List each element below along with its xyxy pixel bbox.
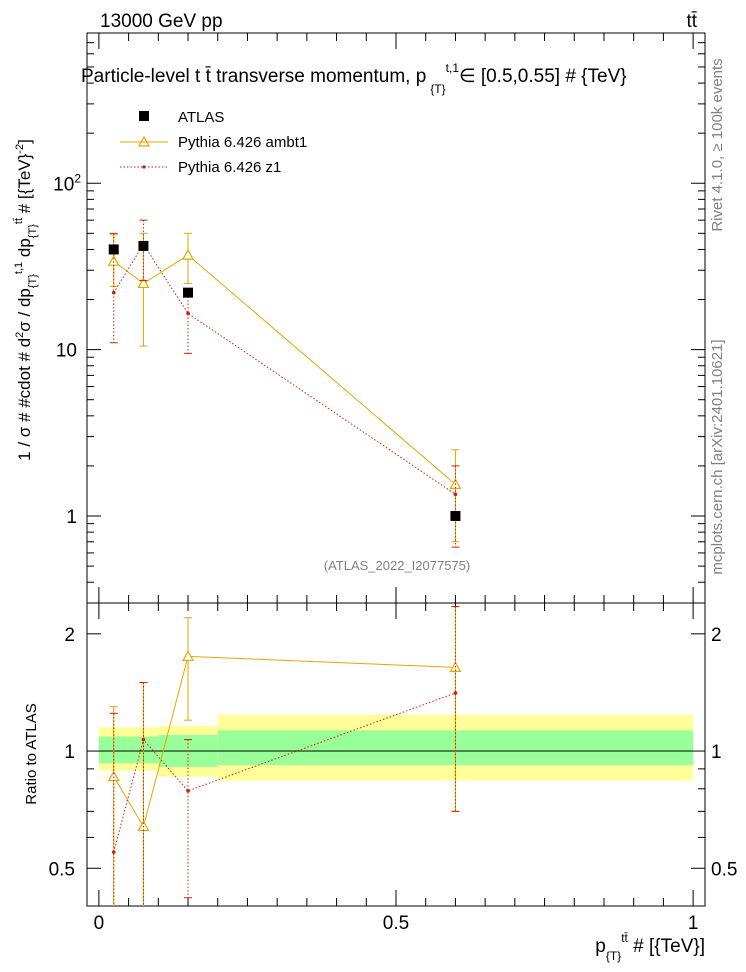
ratio-pythia-6-426-ambt1-point-2 xyxy=(181,650,195,662)
main-atlas-point-1 xyxy=(138,240,149,251)
x-tick-label-0: 0 xyxy=(94,913,105,934)
xlabel-a: p xyxy=(595,936,606,957)
x-tick-label-2: 1 xyxy=(688,913,699,934)
ratio-y-label: Ratio to ATLAS xyxy=(23,703,40,804)
main-atlas-point-2 xyxy=(183,287,194,298)
legend: ATLAS Pythia 6.426 ambt1 Pythia 6.426 z1 xyxy=(120,109,307,176)
main-pythia-6-426-z1-line xyxy=(113,243,456,495)
ratio-pythia-6-426-z1-point-2 xyxy=(186,789,190,793)
ratio-ytick-label-right-2: 2 xyxy=(711,625,722,646)
title-sup: t,1 xyxy=(446,61,460,75)
main-atlas-point-0 xyxy=(108,244,119,255)
legend-label-ambt1: Pythia 6.426 ambt1 xyxy=(178,134,307,151)
main-atlas-point-3 xyxy=(450,511,461,522)
main-y-label: 1 / σ # #cdot # d2σ / dp{T}t,1 dp{T}tt̄ … xyxy=(13,139,39,461)
ratio-pythia-6-426-z1-point-3 xyxy=(453,691,458,695)
ratio-series xyxy=(107,606,462,906)
legend-marker-z1 xyxy=(142,165,146,169)
main-y-ticks: 1 10 102 xyxy=(53,32,705,604)
ylabel-a: 1 / σ # #cdot # d xyxy=(15,338,34,461)
analysis-watermark: (ATLAS_2022_I2077575) xyxy=(324,558,470,573)
x-axis-label: p{T}tt̄ # [{TeV}] xyxy=(595,931,705,963)
legend-label-atlas: ATLAS xyxy=(178,109,224,126)
rivet-label: Rivet 4.1.0, ≥ 100k events xyxy=(709,58,726,231)
process-label: tt̄ xyxy=(686,11,697,32)
ratio-ytick-label-left-2: 2 xyxy=(64,625,75,646)
ratio-pythia-6-426-ambt1-line xyxy=(113,655,456,828)
main-ytick-label-1: 10 xyxy=(56,341,77,362)
main-pythia-6-426-z1-point-2 xyxy=(186,311,190,316)
title-part-2: ∈ [0.5,0.55] # {TeV} xyxy=(459,66,627,87)
main-pythia-6-426-ambt1-point-2 xyxy=(181,248,195,260)
ratio-ytick-label-right-0: 0.5 xyxy=(711,859,737,880)
ratio-pythia-6-426-z1-line xyxy=(113,692,456,853)
main-ytick-label-0: 1 xyxy=(66,507,77,528)
energy-label: 13000 GeV pp xyxy=(100,11,223,32)
ratio-ytick-label-right-1: 1 xyxy=(711,742,722,763)
x-tick-label-1: 0.5 xyxy=(383,913,409,934)
ratio-pythia-6-426-z1-point-0 xyxy=(111,850,116,854)
x-ticks: 0 0.5 1 xyxy=(94,33,699,934)
main-pythia-6-426-ambt1-point-0 xyxy=(107,254,120,266)
band-inner-0 xyxy=(98,736,159,764)
ratio-pythia-6-426-z1-point-1 xyxy=(141,737,146,742)
legend-marker-ambt1 xyxy=(137,135,151,147)
main-pythia-6-426-z1-point-0 xyxy=(111,290,116,295)
ratio-ytick-label-left-1: 1 xyxy=(64,742,75,763)
main-pythia-6-426-z1-point-3 xyxy=(453,492,458,497)
main-pythia-6-426-ambt1-line xyxy=(113,254,456,485)
main-ytick-label-2: 102 xyxy=(53,171,81,195)
title-sub: {T} xyxy=(430,82,445,96)
ratio-ytick-label-left-0: 0.5 xyxy=(49,859,75,880)
legend-label-z1: Pythia 6.426 z1 xyxy=(178,159,281,176)
chart-title: Particle-level t t̄ transverse momentum,… xyxy=(81,61,627,96)
main-pythia-6-426-ambt1-point-1 xyxy=(137,277,150,289)
ratio-y-ticks: 0.5 0.5 1 1 2 2 xyxy=(49,625,737,907)
title-part-1: Particle-level t t̄ transverse momentum,… xyxy=(81,66,426,87)
source-label: mcplots.cern.ch [arXiv:2401.10621] xyxy=(709,339,726,574)
legend-marker-atlas xyxy=(139,111,149,121)
main-series xyxy=(107,219,462,548)
